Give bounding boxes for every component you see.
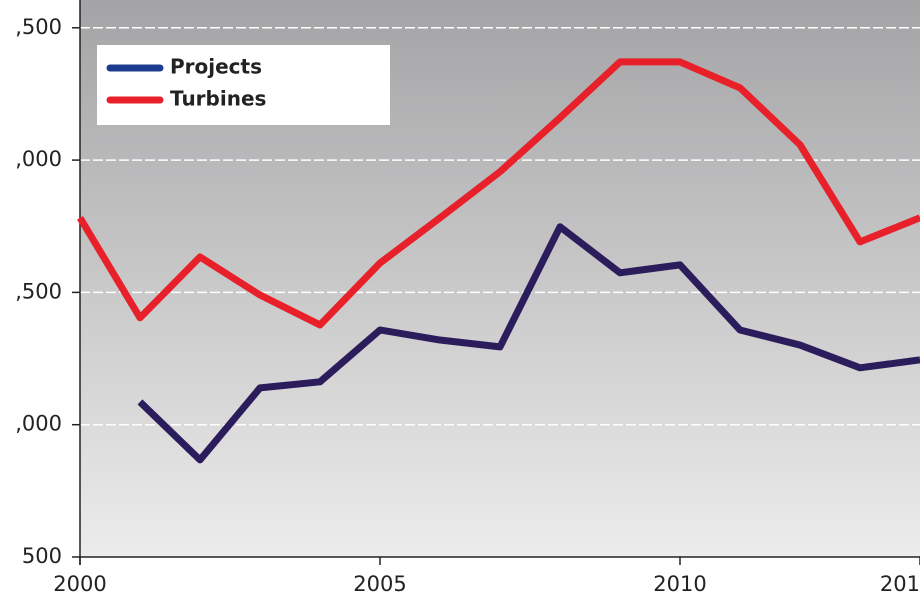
legend-box bbox=[97, 45, 390, 125]
legend-label: Projects bbox=[170, 55, 262, 79]
x-tick-label: 201 bbox=[880, 572, 920, 596]
line-series bbox=[137, 223, 920, 464]
x-tick-label: 2000 bbox=[53, 572, 106, 596]
y-tick-label: ,500 bbox=[15, 279, 62, 303]
legend: Projects Turbines bbox=[97, 45, 390, 125]
legend-label: Turbines bbox=[170, 87, 266, 111]
y-tick-label: 500 bbox=[22, 544, 62, 568]
y-tick-label: ,500 bbox=[15, 15, 62, 39]
x-tick-label: 2010 bbox=[653, 572, 706, 596]
x-tick-label: 2005 bbox=[353, 572, 406, 596]
y-tick-label: ,000 bbox=[15, 147, 62, 171]
line-series bbox=[76, 58, 920, 329]
y-tick-label: ,000 bbox=[15, 412, 62, 436]
